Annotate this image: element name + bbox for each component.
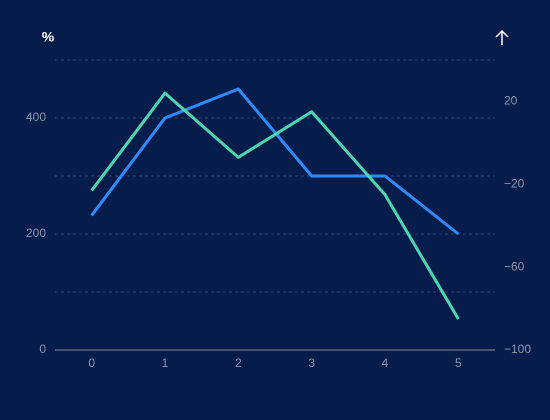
y-tick-label: 0 — [39, 342, 46, 356]
y-tick-label: 400 — [26, 110, 46, 124]
y2-tick-label: −20 — [504, 176, 525, 190]
y2-tick-label: −100 — [504, 342, 531, 356]
x-tick-label: 1 — [162, 356, 169, 370]
y-tick-label: 200 — [26, 226, 46, 240]
y2-tick-label: −60 — [504, 259, 525, 273]
x-tick-label: 3 — [308, 356, 315, 370]
x-tick-label: 2 — [235, 356, 242, 370]
series-line — [90, 87, 460, 236]
y2-axis-icon — [495, 29, 509, 45]
series-line — [90, 91, 460, 320]
x-tick-label: 0 — [88, 356, 95, 370]
x-tick-label: 4 — [382, 356, 389, 370]
x-tick-label: 5 — [455, 356, 462, 370]
y-axis-label: % — [42, 29, 55, 45]
y2-tick-label: 20 — [504, 94, 518, 108]
